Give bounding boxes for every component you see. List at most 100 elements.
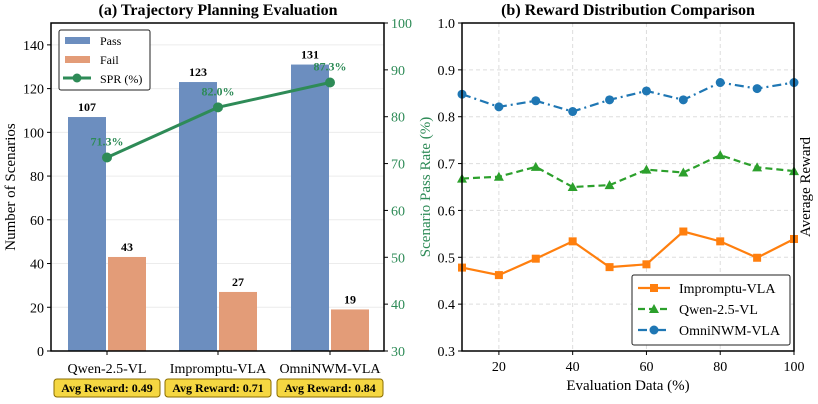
y2-tick-label: 40	[391, 298, 405, 313]
y2-tick-label: 80	[391, 111, 405, 126]
spr-point	[213, 102, 223, 113]
data-point	[530, 161, 541, 171]
y-tick-label: 20	[30, 301, 44, 316]
data-point	[605, 263, 614, 272]
legend-fail-label: Fail	[100, 53, 119, 67]
data-point	[568, 107, 578, 117]
data-point	[753, 253, 762, 262]
chart-b-xlabel: Evaluation Data (%)	[566, 378, 689, 394]
data-point	[604, 180, 615, 190]
data-point	[641, 164, 652, 174]
data-point	[715, 78, 725, 88]
chart-b-title: (b) Reward Distribution Comparison	[501, 2, 755, 19]
y-tick-label: 0.7	[438, 158, 456, 173]
data-point	[715, 150, 726, 160]
y-tick-label: 0.3	[438, 345, 456, 360]
data-point	[494, 102, 504, 112]
data-point	[752, 162, 763, 172]
data-point	[752, 84, 762, 94]
spr-label: 82.0%	[202, 84, 235, 98]
data-point	[605, 95, 615, 105]
chart-a-y2label: Scenario Pass Rate (%)	[418, 117, 434, 257]
y-tick-label: 0.5	[438, 251, 456, 266]
legend-marker	[649, 325, 659, 335]
legend-fail-swatch	[65, 56, 90, 63]
x-tick-label: Qwen-2.5-VL	[68, 362, 147, 377]
spr-point	[102, 152, 112, 163]
y2-tick-label: 60	[391, 204, 405, 219]
y-tick-label: 120	[23, 83, 44, 98]
bar-fail-label: 43	[121, 240, 133, 254]
avg-reward-badge	[276, 378, 384, 398]
data-point	[678, 95, 688, 105]
data-point	[567, 182, 578, 191]
x-tick-label: 20	[492, 360, 506, 375]
data-point	[494, 271, 503, 280]
y-tick-label: 0.4	[438, 298, 456, 313]
legend-pass-swatch	[65, 37, 90, 44]
legend	[631, 274, 791, 346]
legend-label: Impromptu-VLA	[679, 282, 776, 297]
legend	[58, 29, 151, 91]
y-tick-label: 140	[23, 39, 44, 54]
bar-fail	[108, 256, 146, 351]
x-tick-label: Impromptu-VLA	[170, 362, 267, 377]
bar-fail-label: 27	[232, 275, 244, 289]
y2-tick-label: 50	[391, 251, 405, 266]
y-tick-label: 80	[30, 170, 44, 185]
series-line-impromptu-vla	[461, 230, 795, 277]
chart-a-frame	[50, 22, 385, 352]
data-point	[679, 227, 688, 236]
data-point	[716, 237, 725, 246]
legend-marker	[650, 284, 658, 292]
data-point	[568, 237, 577, 246]
y-tick-label: 0.8	[438, 111, 456, 126]
legend-spr-marker	[72, 73, 82, 83]
data-point	[493, 171, 504, 181]
data-point	[642, 260, 651, 269]
spr-label: 87.3%	[314, 60, 347, 74]
y-tick-label: 0.6	[438, 204, 456, 219]
bar-fail	[331, 309, 369, 351]
avg-reward-badge-label: Avg Reward: 0.49	[61, 381, 152, 395]
y2-tick-label: 30	[391, 345, 405, 360]
avg-reward-badge-label: Avg Reward: 0.71	[172, 381, 263, 395]
bar-pass	[291, 64, 329, 352]
avg-reward-badge	[53, 378, 161, 398]
avg-reward-badge-label: Avg Reward: 0.84	[284, 381, 375, 395]
data-point	[641, 86, 651, 96]
chart-a-ylabel: Number of Scenarios	[3, 123, 19, 251]
legend-pass-label: Pass	[100, 34, 122, 48]
legend-label: Qwen-2.5-VL	[679, 303, 758, 318]
spr-label: 71.3%	[91, 134, 124, 148]
avg-reward-badge	[164, 378, 272, 398]
legend-marker	[649, 304, 659, 313]
bar-fail-label: 19	[344, 292, 356, 306]
chart-b-ylabel: Average Reward	[798, 136, 814, 237]
bar-fail	[219, 291, 257, 351]
y-tick-label: 100	[23, 126, 44, 141]
bar-pass-label: 107	[78, 100, 96, 114]
x-tick-label: 100	[784, 360, 805, 375]
bar-pass-label: 131	[301, 48, 319, 62]
y-tick-label: 0	[37, 345, 44, 360]
y-tick-label: 0.9	[438, 64, 456, 79]
x-tick-label: 80	[713, 360, 727, 375]
series-line-omninwm-vla	[461, 81, 795, 113]
x-tick-label: 40	[566, 360, 580, 375]
bar-pass	[179, 82, 217, 351]
legend-label: OmniNWM-VLA	[679, 324, 781, 339]
legend-spr-label: SPR (%)	[100, 72, 142, 86]
y-tick-label: 1.0	[438, 17, 456, 32]
series-line-qwen-2-5-vl	[461, 153, 795, 189]
y-tick-label: 60	[30, 214, 44, 229]
x-tick-label: OmniNWM-VLA	[279, 362, 381, 377]
spr-point	[325, 77, 335, 88]
chart-a-title: (a) Trajectory Planning Evaluation	[99, 2, 338, 19]
y2-tick-label: 90	[391, 64, 405, 79]
y-tick-label: 40	[30, 258, 44, 273]
y2-tick-label: 100	[391, 17, 412, 32]
y2-tick-label: 70	[391, 158, 405, 173]
chart-b-frame	[461, 22, 795, 352]
